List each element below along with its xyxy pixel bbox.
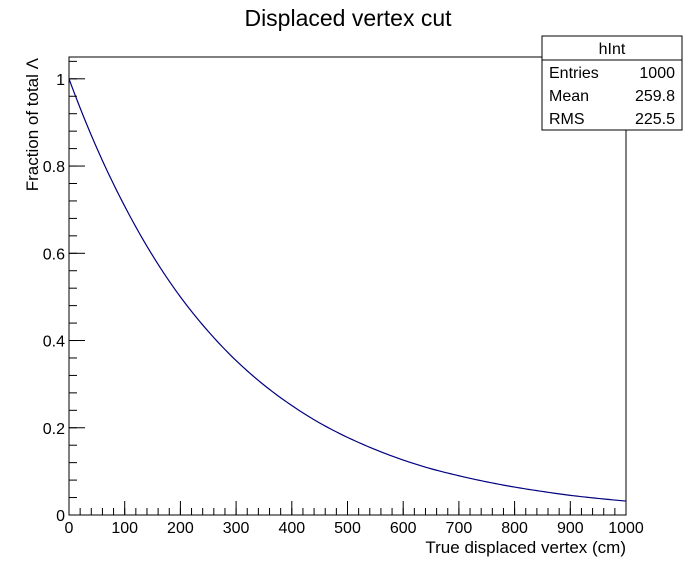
stats-box: hInt Entries 1000 Mean 259.8 RMS 225.5 bbox=[541, 35, 683, 131]
series-line bbox=[68, 78, 627, 502]
stats-entries-label: Entries bbox=[549, 65, 599, 82]
x-axis-label: True displaced vertex (cm) bbox=[425, 538, 626, 557]
y-tick-label: 0.6 bbox=[43, 246, 65, 263]
x-tick-label: 200 bbox=[167, 520, 194, 537]
x-tick-label: 1000 bbox=[608, 520, 644, 537]
x-tick-label: 100 bbox=[111, 520, 138, 537]
x-tick-label: 800 bbox=[501, 520, 528, 537]
stats-entries-value: 1000 bbox=[639, 65, 675, 82]
y-tick-label: 1 bbox=[56, 72, 65, 89]
x-tick-label: 500 bbox=[334, 520, 361, 537]
x-tick-label: 700 bbox=[446, 520, 473, 537]
stats-rms-label: RMS bbox=[549, 111, 585, 128]
stats-mean-label: Mean bbox=[549, 88, 589, 105]
axis-ticks bbox=[68, 60, 627, 516]
y-tick-label: 0.8 bbox=[43, 159, 65, 176]
x-tick-label: 600 bbox=[390, 520, 417, 537]
series-layer bbox=[68, 78, 627, 502]
x-tick-label: 900 bbox=[557, 520, 584, 537]
y-tick-label: 0.4 bbox=[43, 334, 65, 351]
stats-rms-value: 225.5 bbox=[635, 111, 675, 128]
y-axis-label: Fraction of total Λ bbox=[23, 57, 42, 191]
y-tick-label: 0 bbox=[56, 508, 65, 525]
x-tick-label: 300 bbox=[223, 520, 250, 537]
chart-title: Displaced vertex cut bbox=[244, 5, 452, 31]
stats-mean-value: 259.8 bbox=[635, 88, 675, 105]
y-tick-label: 0.2 bbox=[43, 421, 65, 438]
tick-labels: 0 100 200 300 400 500 600 700 800 900 1000 0 0.2 0.4 0… bbox=[43, 72, 644, 537]
x-tick-label: 0 bbox=[65, 520, 74, 537]
stats-box-frame bbox=[541, 35, 683, 131]
stats-box-title: hInt bbox=[599, 41, 626, 58]
x-tick-label: 400 bbox=[278, 520, 305, 537]
